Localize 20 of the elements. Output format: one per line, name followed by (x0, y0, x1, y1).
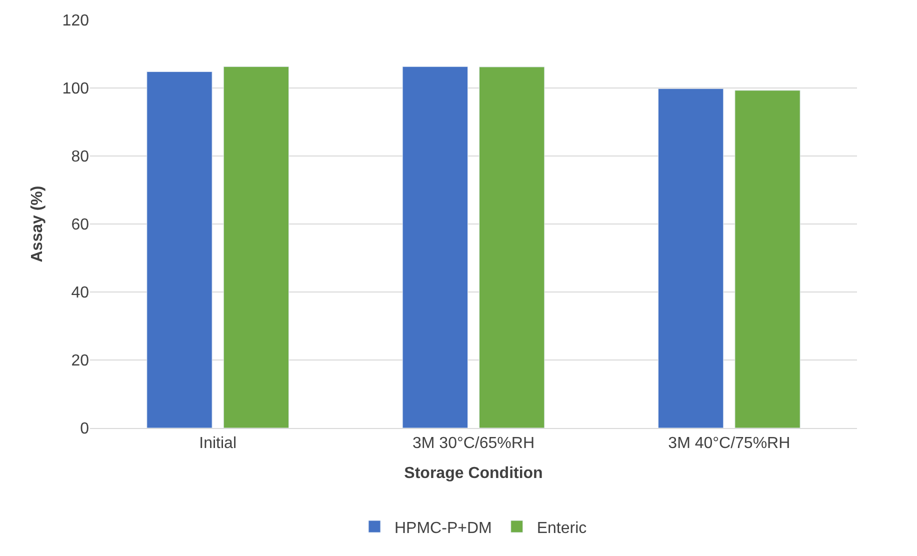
legend-label: HPMC-P+DM (394, 520, 492, 537)
x-tick-label: Initial (199, 435, 237, 452)
bar (479, 66, 545, 428)
bar (734, 90, 800, 428)
y-tick-label: 120 (62, 12, 90, 30)
y-tick-label: 80 (71, 148, 90, 166)
bar (658, 88, 724, 428)
bar (223, 66, 290, 428)
y-axis-title: Assay (%) (29, 186, 46, 262)
y-tick-label: 0 (80, 420, 90, 438)
y-tick-label: 40 (71, 284, 90, 302)
x-tick-label: 3M 40°C/75%RH (668, 435, 790, 452)
legend-label: Enteric (536, 520, 587, 537)
bar (402, 66, 468, 428)
bar (146, 71, 212, 428)
y-tick-label: 20 (71, 352, 90, 370)
x-axis-title: Storage Condition (404, 464, 543, 482)
x-tick-label: 3M 30°C/65%RH (412, 435, 534, 452)
y-tick-label: 60 (71, 216, 90, 234)
y-tick-label: 100 (62, 80, 90, 98)
